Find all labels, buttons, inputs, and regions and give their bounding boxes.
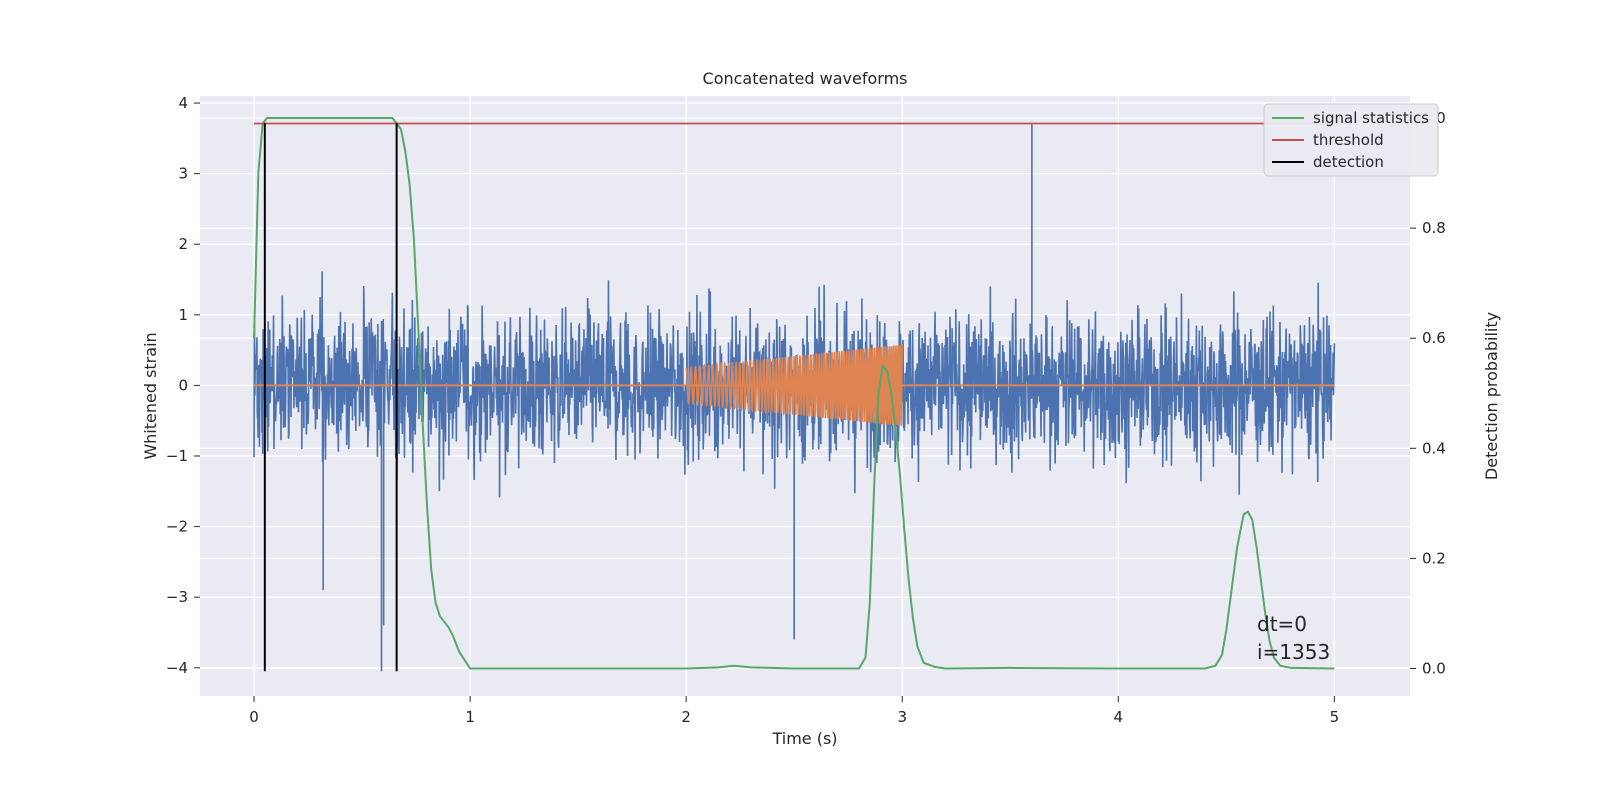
legend-label-signal-statistics: signal statistics xyxy=(1313,109,1429,127)
y-tick-label: −1 xyxy=(166,447,188,465)
y-tick-label: 1 xyxy=(178,306,188,324)
legend: signal statistics threshold detection xyxy=(1263,103,1439,177)
x-tick-label: 5 xyxy=(1330,708,1340,726)
legend-box xyxy=(1263,103,1439,177)
x-tick-label: 4 xyxy=(1114,708,1124,726)
y2-tick-label: 0.2 xyxy=(1422,549,1446,567)
y2-tick-label: 0.0 xyxy=(1422,659,1446,677)
line-series xyxy=(253,117,1335,672)
y-tick-label: 2 xyxy=(178,235,188,253)
y-tick-label: 0 xyxy=(178,376,188,394)
y-tick-label: −2 xyxy=(166,518,188,536)
y-axis-label: Whitened strain xyxy=(141,332,160,459)
annotation-index: i=1353 xyxy=(1257,640,1330,664)
x-tick-label: 1 xyxy=(465,708,475,726)
template-chirp xyxy=(685,344,904,427)
x-axis-label: Time (s) xyxy=(771,729,837,748)
signal-statistics-line xyxy=(253,117,1335,670)
chart-title: Concatenated waveforms xyxy=(703,69,908,88)
annotation-dt: dt=0 xyxy=(1257,612,1307,636)
template-series xyxy=(254,344,1335,427)
y2-axis-label: Detection probability xyxy=(1482,312,1501,480)
y2-tick-label: 0.6 xyxy=(1422,329,1446,347)
x-tick-label: 3 xyxy=(897,708,907,726)
legend-label-threshold: threshold xyxy=(1313,131,1384,149)
y2-tick-label: 0.8 xyxy=(1422,219,1446,237)
y2-tick-label: 0.4 xyxy=(1422,439,1446,457)
x-tick-label: 2 xyxy=(681,708,691,726)
legend-label-detection: detection xyxy=(1313,153,1384,171)
y-tick-label: 4 xyxy=(178,94,188,112)
x-tick-label: 0 xyxy=(249,708,259,726)
y-tick-label: −4 xyxy=(166,659,188,677)
y-tick-label: 3 xyxy=(178,165,188,183)
y-tick-label: −3 xyxy=(166,588,188,606)
